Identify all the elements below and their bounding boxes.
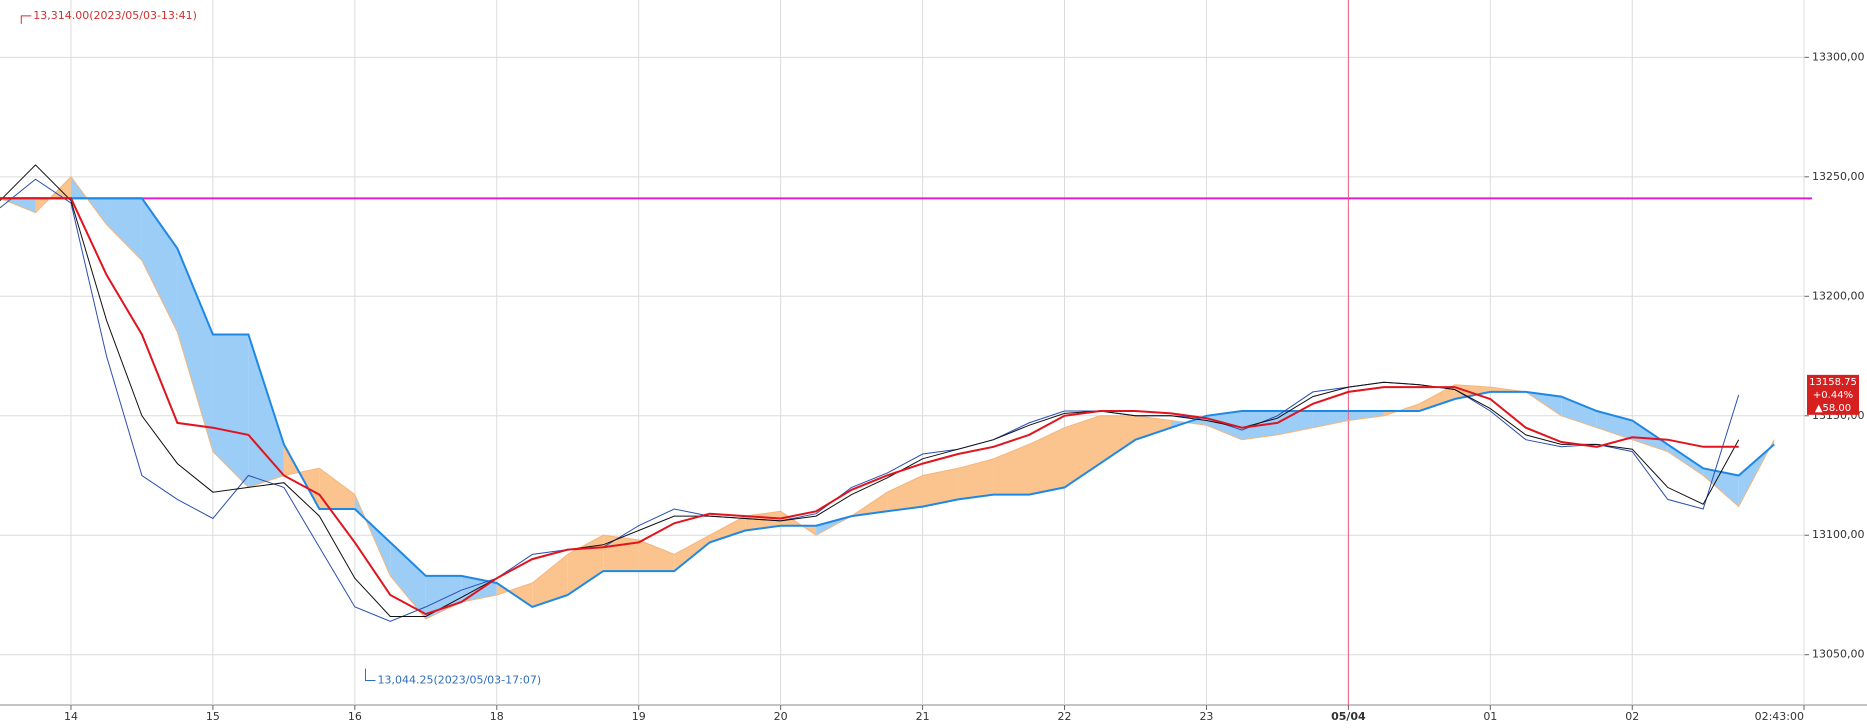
- annotation-label: 13,314.00(2023/05/03-13:41): [33, 9, 197, 22]
- annotation-label: 13,044.25(2023/05/03-17:07): [377, 673, 541, 686]
- price-box-label: 13158.75: [1809, 377, 1857, 388]
- cloud-segment: [248, 334, 284, 488]
- cloud-segment: [1419, 384, 1455, 411]
- x-tick-label: 02: [1625, 710, 1639, 723]
- series-line: [0, 176, 1775, 620]
- cloud-segment: [319, 468, 355, 509]
- y-tick-label: 13300,00: [1812, 50, 1865, 63]
- cloud-segment: [1667, 444, 1704, 476]
- cloud-segment: [532, 554, 568, 607]
- annotation-pointer: [364, 668, 376, 681]
- cloud-segment: [1064, 415, 1100, 488]
- cloud-segment: [958, 458, 994, 500]
- cloud-segment: [1206, 410, 1242, 440]
- price-box-label: +0.44%: [1813, 390, 1853, 401]
- price-box: [1807, 374, 1859, 415]
- cloud-segment: [1277, 410, 1313, 435]
- cloud-segment: [1135, 415, 1171, 440]
- cloud-segment: [390, 542, 426, 619]
- y-tick-label: 13200,00: [1812, 289, 1865, 302]
- cloud-segment: [425, 575, 462, 619]
- cloud-segment: [1029, 427, 1065, 495]
- cloud-segment: [1703, 468, 1739, 507]
- x-tick-label: 05/04: [1331, 710, 1366, 723]
- cloud-segment: [887, 475, 923, 512]
- cloud-segment: [1632, 420, 1668, 452]
- x-tick-label: 23: [1199, 710, 1213, 723]
- cloud-segment: [212, 334, 249, 488]
- annotation-pointer: [20, 15, 32, 24]
- series-line: [0, 197, 1739, 616]
- cloud-segment: [567, 535, 604, 595]
- y-tick-label: 13250,00: [1812, 170, 1865, 183]
- cloud-segment: [603, 535, 639, 572]
- cloud-segment: [141, 198, 178, 333]
- x-tick-label: 18: [490, 710, 504, 723]
- cloud-segment: [922, 468, 959, 507]
- cloud-segment: [993, 444, 1030, 495]
- x-tick-label: 19: [632, 710, 646, 723]
- cloud-segment: [674, 535, 710, 572]
- price-box-label: ▲58.00: [1815, 403, 1851, 414]
- cloud-segment: [1561, 396, 1597, 428]
- x-tick-label: 01: [1483, 710, 1497, 723]
- cloud-segment: [1312, 410, 1349, 428]
- y-tick-label: 13100,00: [1812, 528, 1865, 541]
- x-tick-label: 15: [206, 710, 220, 723]
- x-tick-label: 16: [348, 710, 362, 723]
- series-line: [0, 164, 1740, 617]
- x-tick-label: 20: [774, 710, 788, 723]
- cloud-segment: [1348, 410, 1384, 421]
- cloud-segment: [638, 540, 675, 572]
- x-tick-label: 02:43:00: [1755, 710, 1804, 723]
- x-tick-label: 22: [1058, 710, 1072, 723]
- x-tick-label: 21: [916, 710, 930, 723]
- y-tick-label: 13050,00: [1812, 648, 1865, 661]
- cloud-segment: [1100, 415, 1136, 464]
- cloud-segment: [1596, 410, 1633, 440]
- cloud-segment: [709, 516, 746, 543]
- x-tick-label: 14: [64, 710, 78, 723]
- cloud-segment: [496, 583, 533, 607]
- cloud-segment: [177, 248, 213, 452]
- cloud-segment: [106, 198, 142, 261]
